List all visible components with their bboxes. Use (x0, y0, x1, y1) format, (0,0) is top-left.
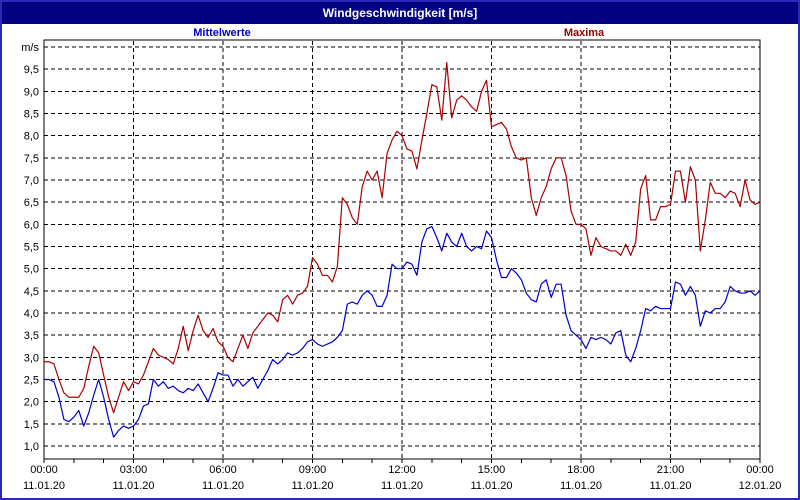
x-tick-time-label: 12:00 (388, 464, 416, 476)
x-tick-time-label: 06:00 (209, 464, 237, 476)
x-tick-date-label: 12.01.20 (739, 480, 782, 492)
plot-frame (43, 39, 761, 460)
y-tick-label: 3,0 (24, 352, 39, 364)
x-tick-time-label: 21:00 (657, 464, 685, 476)
legend-label-mittelwerte: Mittelwerte (193, 27, 251, 39)
y-tick-label: 1,0 (24, 441, 39, 453)
y-tick-label: 8,5 (24, 109, 39, 121)
title-bar: Windgeschwindigkeit [m/s] (2, 2, 798, 24)
x-tick-date-label: 11.01.20 (470, 480, 512, 492)
y-tick-label: 5,0 (24, 264, 39, 276)
y-tick-label: 5,5 (24, 242, 39, 254)
y-tick-label: 8,0 (24, 131, 39, 143)
series-line-maxima (44, 61, 761, 414)
x-tick-date-label: 11.01.20 (649, 480, 691, 492)
x-tick-time-label: 00:00 (746, 464, 774, 476)
y-tick-label: 7,0 (24, 175, 39, 187)
x-tick-date-label: 11.01.20 (202, 480, 244, 492)
y-tick-label: 6,0 (24, 219, 39, 231)
y-tick-label: 6,5 (24, 197, 39, 209)
x-tick-time-label: 15:00 (478, 464, 506, 476)
x-tick-time-label: 03:00 (120, 464, 148, 476)
x-tick-time-label: 00:00 (30, 464, 58, 476)
x-tick-date-label: 11.01.20 (112, 480, 154, 492)
x-tick-date-label: 11.01.20 (291, 480, 333, 492)
y-tick-label: 3,5 (24, 330, 39, 342)
y-tick-label: 2,0 (24, 397, 39, 409)
y-tick-label: 1,5 (24, 419, 39, 431)
series-line-mittelwerte (44, 225, 761, 438)
x-tick-time-label: 09:00 (299, 464, 327, 476)
x-tick-time-label: 18:00 (567, 464, 595, 476)
y-tick-label: 9,5 (24, 64, 39, 76)
y-tick-label: m/s (21, 42, 39, 54)
y-tick-label: 7,5 (24, 153, 39, 165)
legend-label-maxima: Maxima (563, 27, 605, 39)
page-title: Windgeschwindigkeit [m/s] (322, 6, 478, 20)
y-tick-label: 4,5 (24, 286, 39, 298)
y-tick-label: 2,5 (24, 375, 39, 387)
y-tick-label: 4,0 (24, 308, 39, 320)
x-tick-date-label: 11.01.20 (560, 480, 602, 492)
x-tick-date-label: 11.01.20 (381, 480, 423, 492)
y-tick-label: 9,0 (24, 86, 39, 98)
x-tick-date-label: 11.01.20 (23, 480, 65, 492)
